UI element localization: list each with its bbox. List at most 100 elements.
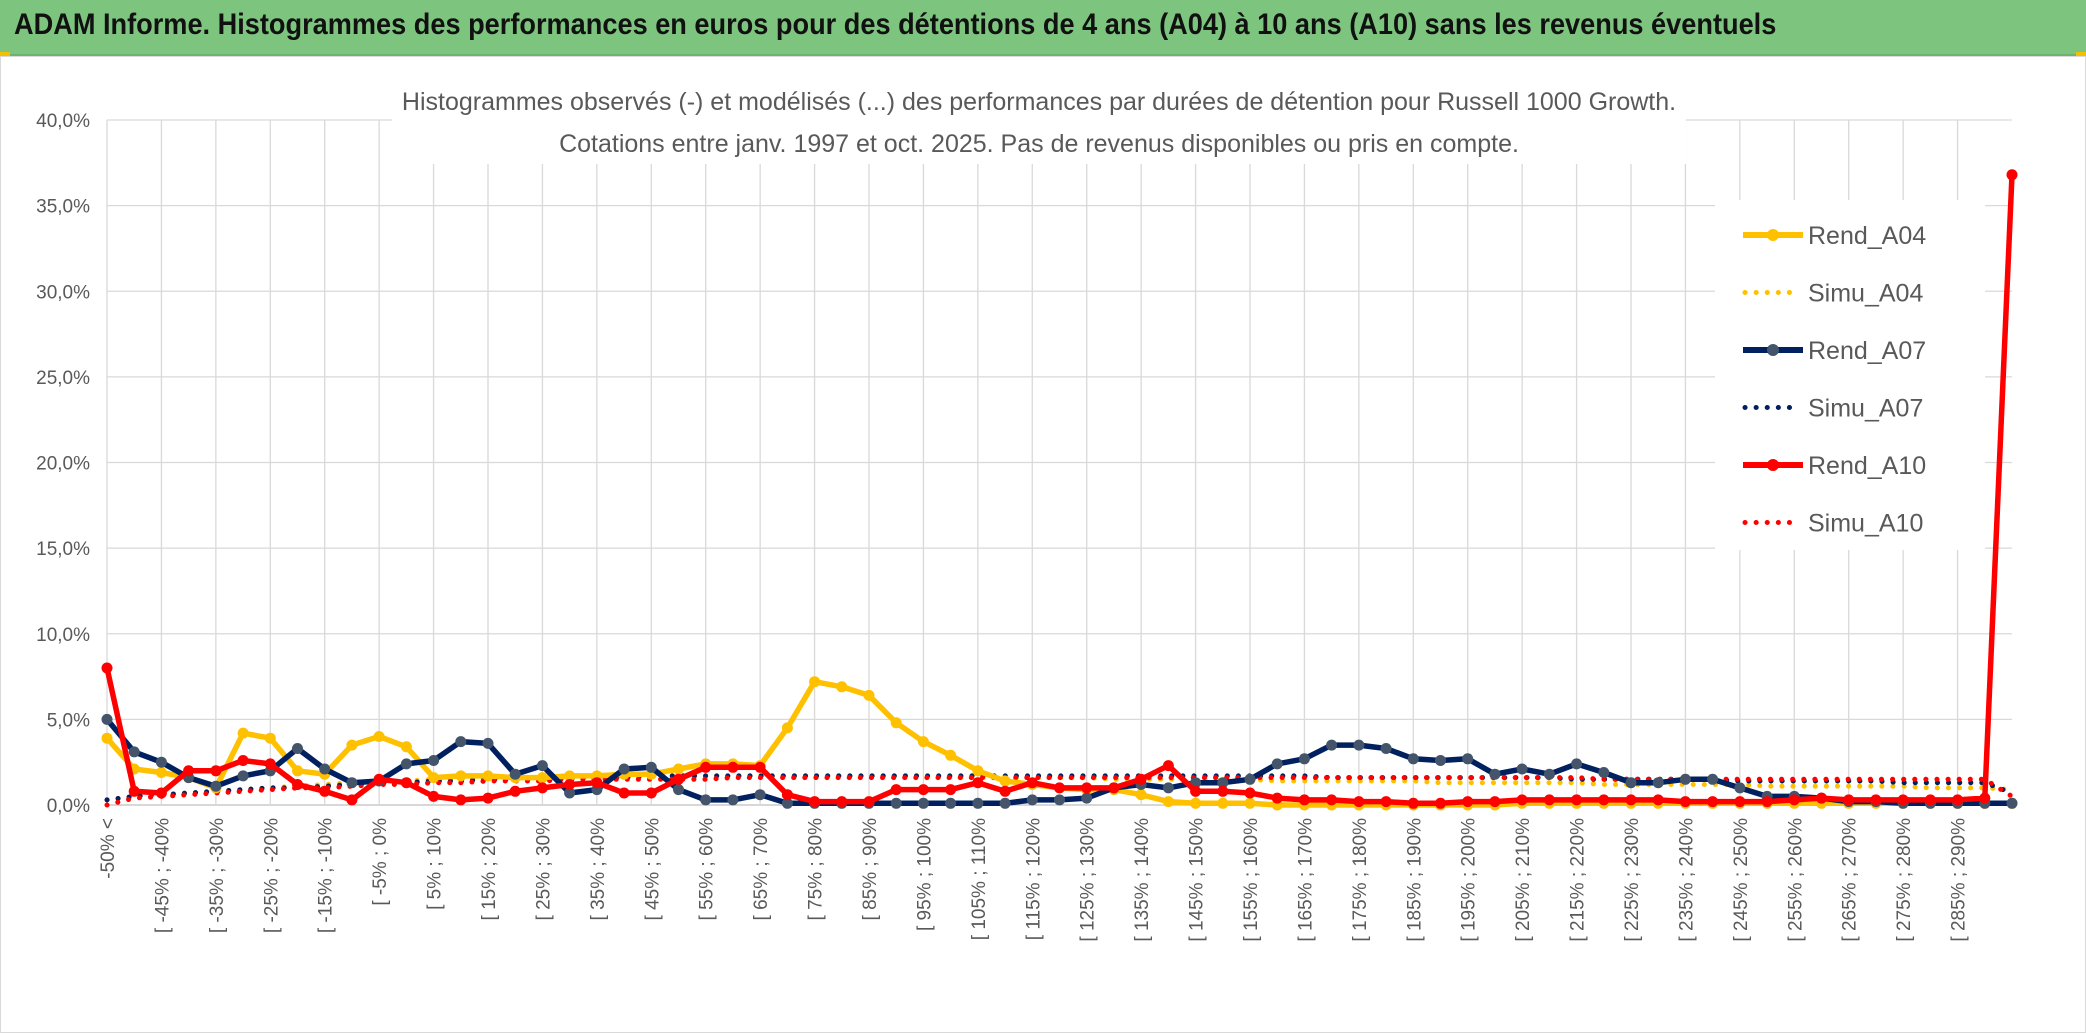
data-point-Rend_A07 <box>1679 773 1691 785</box>
data-point-Rend_A10 <box>1435 797 1446 809</box>
data-point-Rend_A10 <box>836 796 848 808</box>
data-point-Rend_A10 <box>781 789 793 801</box>
x-tick-label: [ 245% ; 250% <box>1731 818 1752 942</box>
data-point-Rend_A10 <box>618 787 630 799</box>
y-tick-label: 15,0% <box>36 539 90 560</box>
data-point-Rend_A07 <box>536 760 548 772</box>
x-tick-label: [ 255% ; 260% <box>1785 818 1806 942</box>
x-axis-tick-labels: -50% < [ -45% ; -40% [ -35% ; -30% [ -25% ;… <box>98 818 1970 942</box>
data-point-Rend_A07 <box>1462 753 1474 765</box>
data-point-Rend_A10 <box>564 779 576 790</box>
x-tick-label: [ 105% ; 110% <box>969 818 990 940</box>
legend-label: Simu_A07 <box>1808 395 1923 423</box>
data-point-Rend_A07 <box>1162 782 1174 794</box>
data-point-Rend_A07 <box>781 797 793 809</box>
data-point-Rend_A10 <box>1843 794 1855 806</box>
data-point-Rend_A10 <box>1054 782 1065 794</box>
data-point-Rend_A10 <box>1816 792 1827 804</box>
data-point-Rend_A04 <box>1162 796 1174 808</box>
legend-marker <box>1767 344 1779 356</box>
data-point-Rend_A10 <box>1598 794 1610 806</box>
data-point-Rend_A04 <box>428 772 440 784</box>
x-tick-label: [ -45% ; -40% <box>152 818 173 933</box>
data-point-Rend_A04 <box>972 765 984 777</box>
data-point-Rend_A10 <box>155 787 167 799</box>
data-point-Rend_A07 <box>1026 794 1038 806</box>
x-tick-label: [ 235% ; 240% <box>1676 818 1697 942</box>
data-point-Rend_A10 <box>863 796 875 808</box>
data-point-Rend_A04 <box>945 749 957 761</box>
data-point-Rend_A10 <box>128 785 140 797</box>
data-point-Rend_A07 <box>1244 773 1256 785</box>
data-point-Rend_A04 <box>237 727 249 739</box>
data-point-Rend_A07 <box>128 746 140 758</box>
data-point-Rend_A10 <box>917 784 929 796</box>
data-point-Rend_A10 <box>1625 794 1637 806</box>
data-point-Rend_A10 <box>1489 796 1501 808</box>
data-point-Rend_A07 <box>155 756 167 768</box>
data-point-Rend_A10 <box>2006 169 2018 181</box>
data-point-Rend_A07 <box>700 794 712 806</box>
data-point-Rend_A04 <box>1217 797 1229 809</box>
legend-label: Rend_A04 <box>1808 222 1926 250</box>
data-point-Rend_A10 <box>1217 785 1229 797</box>
chart-title-line-1: Histogrammes observés (-) et modélisés (… <box>402 88 1676 116</box>
data-point-Rend_A10 <box>1543 794 1555 806</box>
y-tick-label: 10,0% <box>36 625 90 646</box>
data-point-Rend_A04 <box>890 717 902 729</box>
data-point-Rend_A07 <box>1407 753 1419 765</box>
data-point-Rend_A10 <box>809 796 821 808</box>
data-point-Rend_A10 <box>1190 785 1202 797</box>
data-point-Rend_A10 <box>700 761 712 773</box>
x-tick-label: [ 5% ; 10% <box>425 818 446 910</box>
chart-title-line-2: Cotations entre janv. 1997 et oct. 2025.… <box>559 130 1519 158</box>
data-point-Rend_A07 <box>1435 755 1446 766</box>
data-point-Rend_A10 <box>972 777 984 789</box>
corner-marker-left <box>0 52 10 56</box>
data-point-Rend_A10 <box>1380 796 1392 808</box>
x-tick-label: [ 165% ; 170% <box>1295 818 1316 942</box>
data-point-Rend_A07 <box>1516 763 1528 775</box>
data-point-Rend_A07 <box>1543 768 1555 780</box>
data-point-Rend_A07 <box>319 763 331 775</box>
x-tick-label: [ 135% ; 140% <box>1132 818 1153 942</box>
data-point-Rend_A07 <box>1707 773 1719 785</box>
data-point-Rend_A07 <box>1054 794 1065 806</box>
data-point-Rend_A10 <box>1462 796 1474 808</box>
data-point-Rend_A07 <box>101 713 113 725</box>
data-point-Rend_A07 <box>1353 739 1365 751</box>
data-point-Rend_A10 <box>1652 794 1664 806</box>
data-point-Rend_A10 <box>400 777 412 789</box>
data-point-Rend_A07 <box>2006 797 2018 809</box>
data-point-Rend_A07 <box>237 770 249 782</box>
data-point-Rend_A10 <box>509 785 521 797</box>
data-point-Rend_A07 <box>754 789 766 801</box>
data-point-Rend_A10 <box>754 761 766 773</box>
x-tick-label: [ 215% ; 220% <box>1568 818 1589 942</box>
chart-title-background <box>392 80 1686 164</box>
data-point-Rend_A04 <box>1190 797 1202 809</box>
data-point-Rend_A04 <box>346 739 358 751</box>
data-point-Rend_A10 <box>428 790 440 802</box>
data-point-Rend_A07 <box>917 797 929 809</box>
data-point-Rend_A07 <box>564 787 576 799</box>
x-tick-label: [ 205% ; 210% <box>1513 818 1534 942</box>
data-point-Rend_A04 <box>1135 789 1147 801</box>
x-tick-label: [ 65% ; 70% <box>751 818 772 921</box>
legend-marker <box>1767 229 1779 241</box>
data-point-Rend_A10 <box>1979 792 1991 804</box>
x-tick-label: [ 145% ; 150% <box>1187 818 1208 942</box>
y-tick-label: 5,0% <box>47 710 90 731</box>
data-point-Rend_A10 <box>319 785 331 797</box>
x-tick-label: [ 225% ; 230% <box>1622 818 1643 942</box>
data-point-Rend_A10 <box>264 758 276 770</box>
data-point-Rend_A10 <box>346 794 358 806</box>
data-point-Rend_A10 <box>1271 792 1283 804</box>
x-tick-label: -50% < <box>98 818 119 879</box>
x-tick-label: [ -25% ; -20% <box>261 818 282 933</box>
x-tick-label: [ 285% ; 290% <box>1949 818 1970 942</box>
data-point-Rend_A04 <box>292 765 303 777</box>
data-point-Rend_A10 <box>482 792 494 804</box>
data-point-Rend_A07 <box>400 758 412 770</box>
legend-label: Rend_A10 <box>1808 452 1926 480</box>
